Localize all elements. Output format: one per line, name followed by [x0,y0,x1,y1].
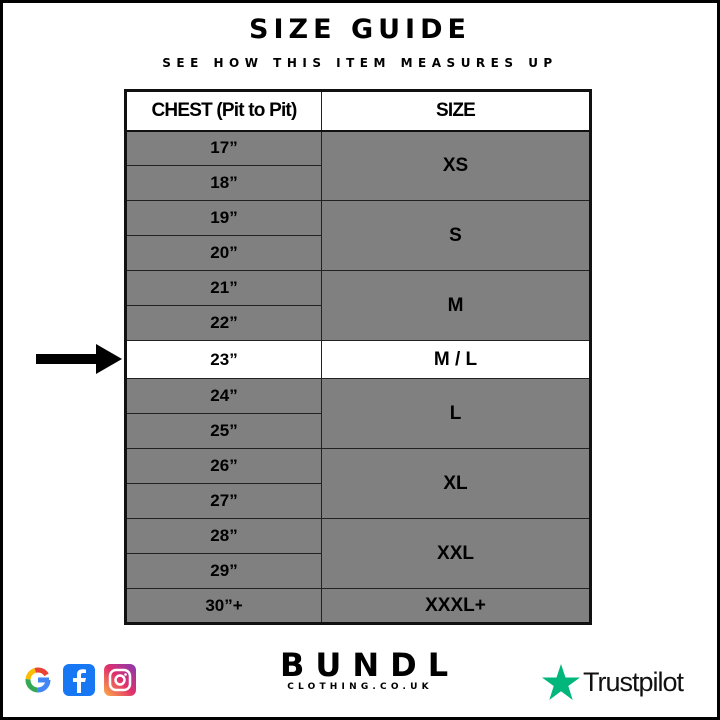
size-cell: XXL [321,518,591,589]
trustpilot-star-icon [542,664,580,700]
page-title: SIZE GUIDE [249,14,471,45]
chest-cell: 28” [125,518,322,554]
google-icon[interactable] [22,664,54,696]
chest-cell: 18” [125,165,322,201]
column-header-chest: CHEST (Pit to Pit) [125,90,322,132]
social-icons [22,664,136,696]
size-cell: S [321,200,591,271]
brand-url: CLOTHING.CO.UK [287,682,433,692]
chest-cell: 23” [125,340,322,379]
chest-cell: 21” [125,270,322,306]
chest-cell: 25” [125,413,322,449]
column-header-size: SIZE [321,90,591,132]
size-cell: XS [321,130,591,201]
table-row: 19” S [125,200,591,271]
page-subtitle: SEE HOW THIS ITEM MEASURES UP [162,56,558,70]
chest-cell: 24” [125,378,322,414]
chest-cell: 29” [125,553,322,589]
brand-name: BUNDL [280,646,460,684]
size-cell: XL [321,448,591,519]
chest-cell: 22” [125,305,322,341]
brand-logo: BUNDL CLOTHING.CO.UK [280,648,448,692]
chest-cell: 19” [125,200,322,236]
table-row: 22” [125,305,591,341]
instagram-icon[interactable] [104,664,136,696]
chest-cell: 27” [125,483,322,519]
chest-cell: 17” [125,130,322,166]
table-row: 27” [125,483,591,519]
size-cell: M [321,270,591,341]
chest-cell: 26” [125,448,322,484]
facebook-icon[interactable] [63,664,95,696]
table-row: 20” [125,235,591,271]
trustpilot-logo[interactable]: Trustpilot [542,664,684,700]
size-cell: L [321,378,591,449]
table-row: 23” M / L [125,340,591,379]
table-row: 26” XL [125,448,591,519]
trustpilot-label: Trustpilot [583,666,684,697]
size-table: CHEST (Pit to Pit) SIZE 17” XS 18” 19” S 20” 2… [124,89,592,625]
size-cell: XXXL+ [321,588,591,624]
chest-cell: 30”+ [125,588,322,624]
table-row: 30”+ XXXL+ [125,588,591,624]
table-row: 24” L [125,378,591,449]
chest-cell: 20” [125,235,322,271]
table-row: 29” [125,553,591,589]
table-row: 28” XXL [125,518,591,589]
arrow-right-icon [36,344,122,374]
table-row: 25” [125,413,591,449]
table-row: 21” M [125,270,591,341]
size-cell: M / L [321,340,591,379]
table-row: 17” XS [125,130,591,201]
